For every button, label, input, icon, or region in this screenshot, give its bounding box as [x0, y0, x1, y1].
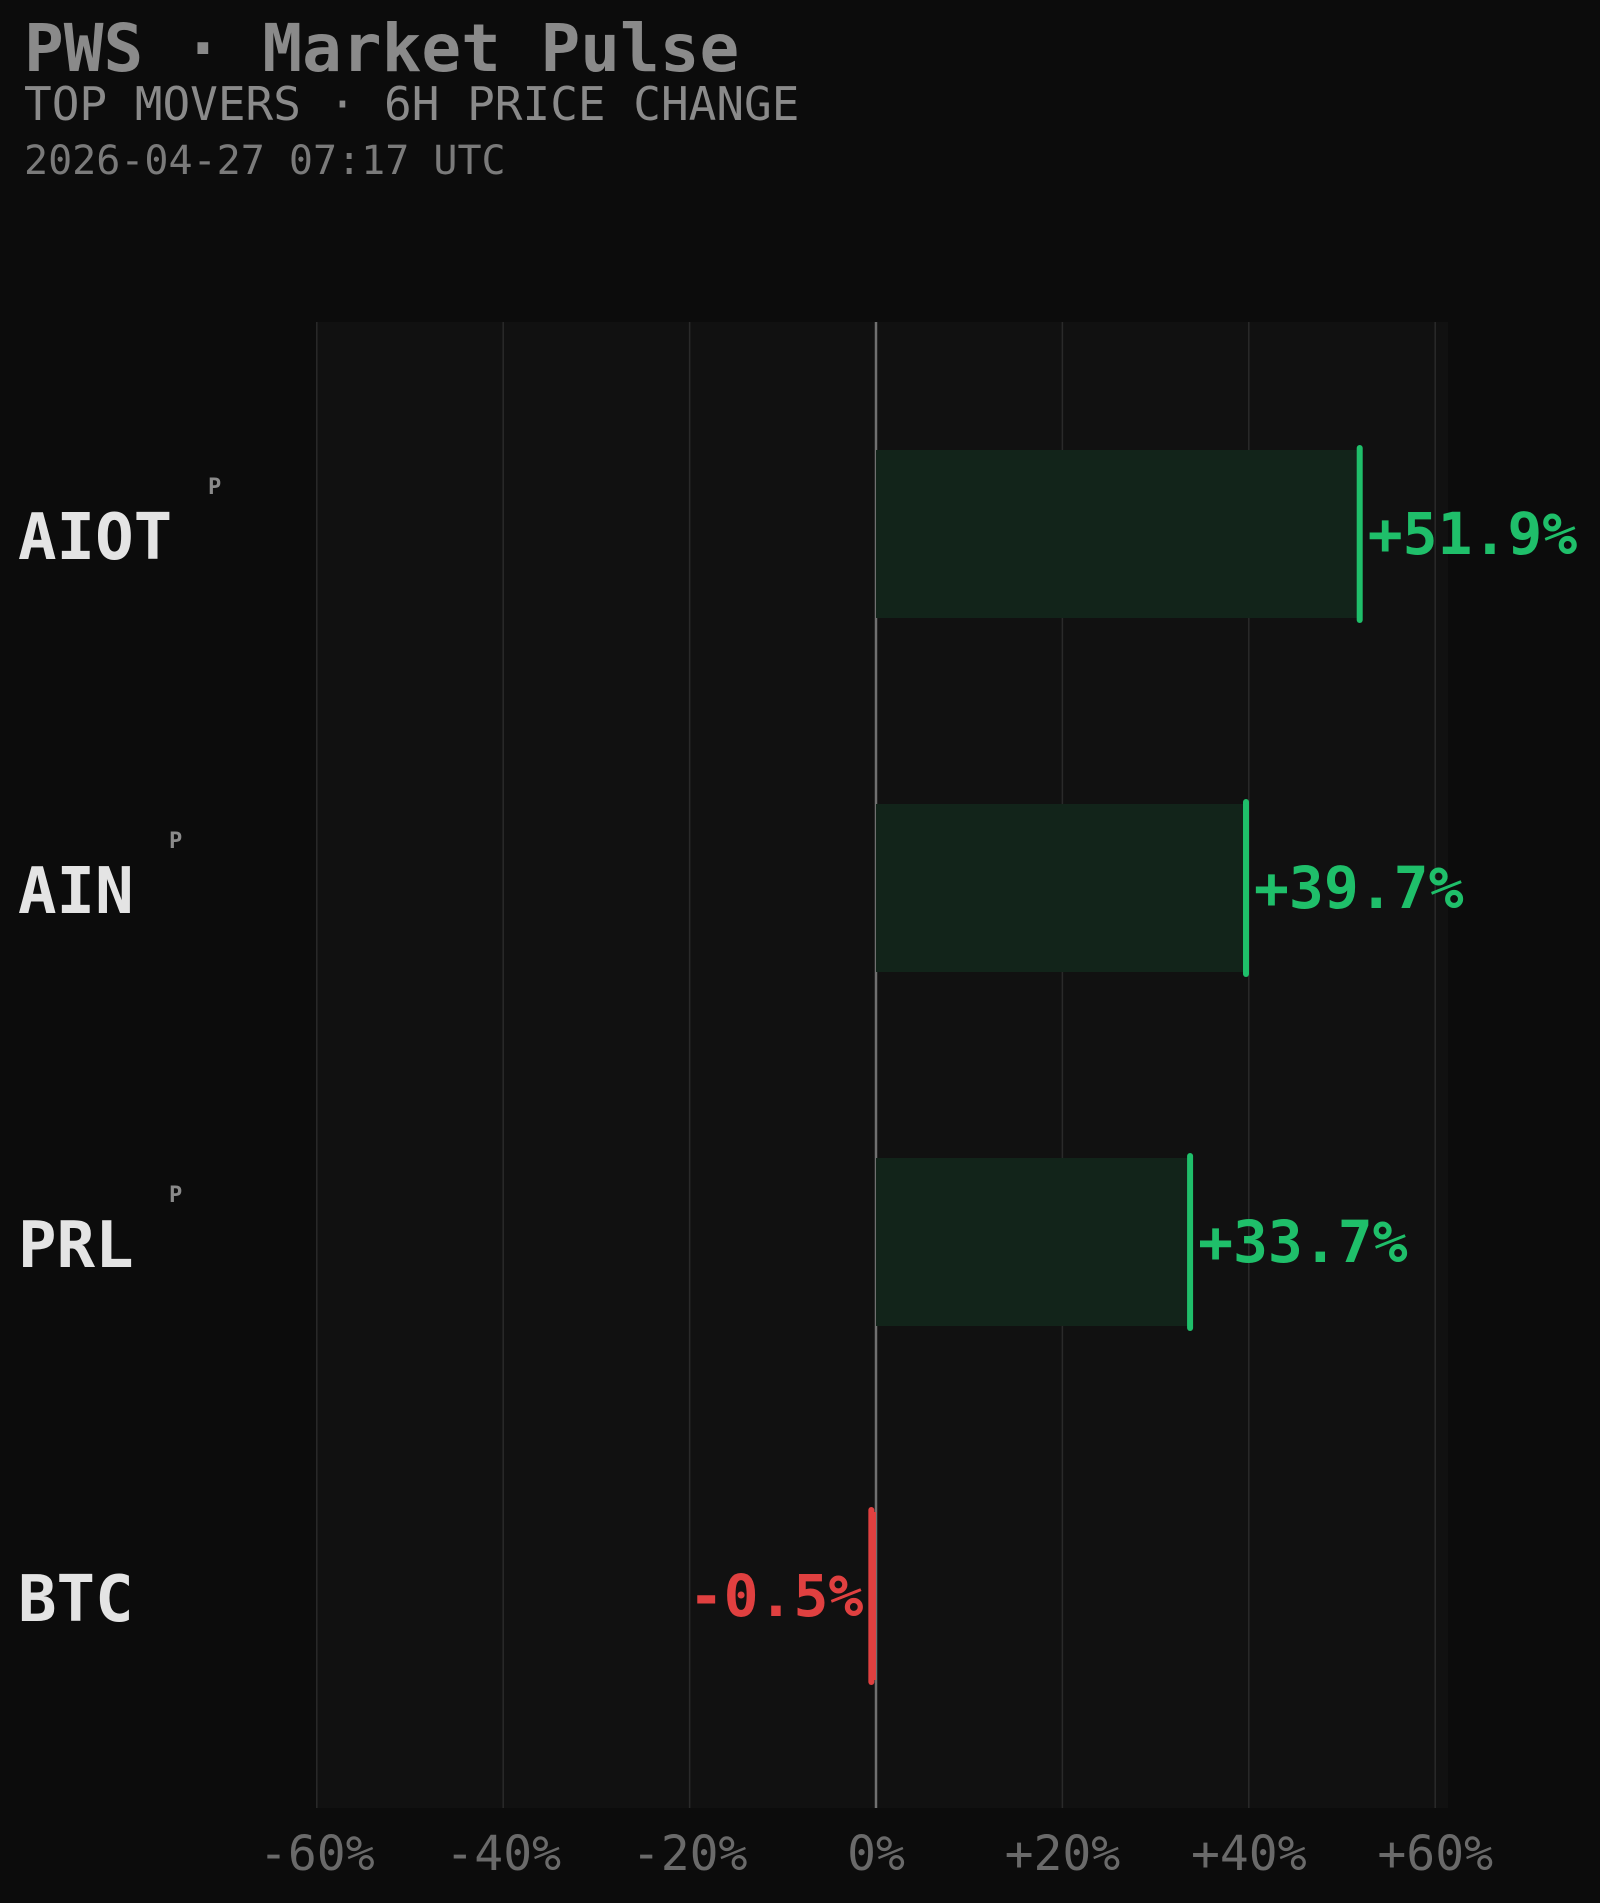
bar-ain [876, 804, 1247, 972]
x-tick-label: -60% [259, 1826, 375, 1882]
x-tick-label: 0% [847, 1826, 905, 1882]
x-tick-label: -20% [632, 1826, 748, 1882]
value-label-aiot: +51.9% [1368, 500, 1578, 568]
chart-timestamp: 2026-04-27 07:17 UTC [24, 138, 506, 184]
x-tick-label: +20% [1005, 1826, 1121, 1882]
chart-title: PWS · Market Pulse [24, 10, 740, 87]
category-label-prl: PRL [18, 1209, 134, 1283]
value-label-btc: -0.5% [689, 1562, 864, 1630]
value-label-ain: +39.7% [1254, 854, 1464, 922]
bar-prl [876, 1158, 1191, 1326]
chart-subtitle: TOP MOVERS · 6H PRICE CHANGE [24, 77, 800, 131]
x-tick-label: -40% [445, 1826, 561, 1882]
category-label-btc: BTC [18, 1563, 134, 1637]
category-tag-aiot: P [208, 475, 221, 500]
category-tag-prl: P [169, 1183, 182, 1208]
x-tick-label: +40% [1191, 1826, 1307, 1882]
category-label-aiot: AIOT [18, 501, 172, 575]
x-tick-label: +60% [1377, 1826, 1493, 1882]
category-tag-ain: P [169, 829, 182, 854]
category-label-ain: AIN [18, 855, 134, 929]
bar-aiot [876, 450, 1360, 618]
value-label-prl: +33.7% [1198, 1208, 1408, 1276]
